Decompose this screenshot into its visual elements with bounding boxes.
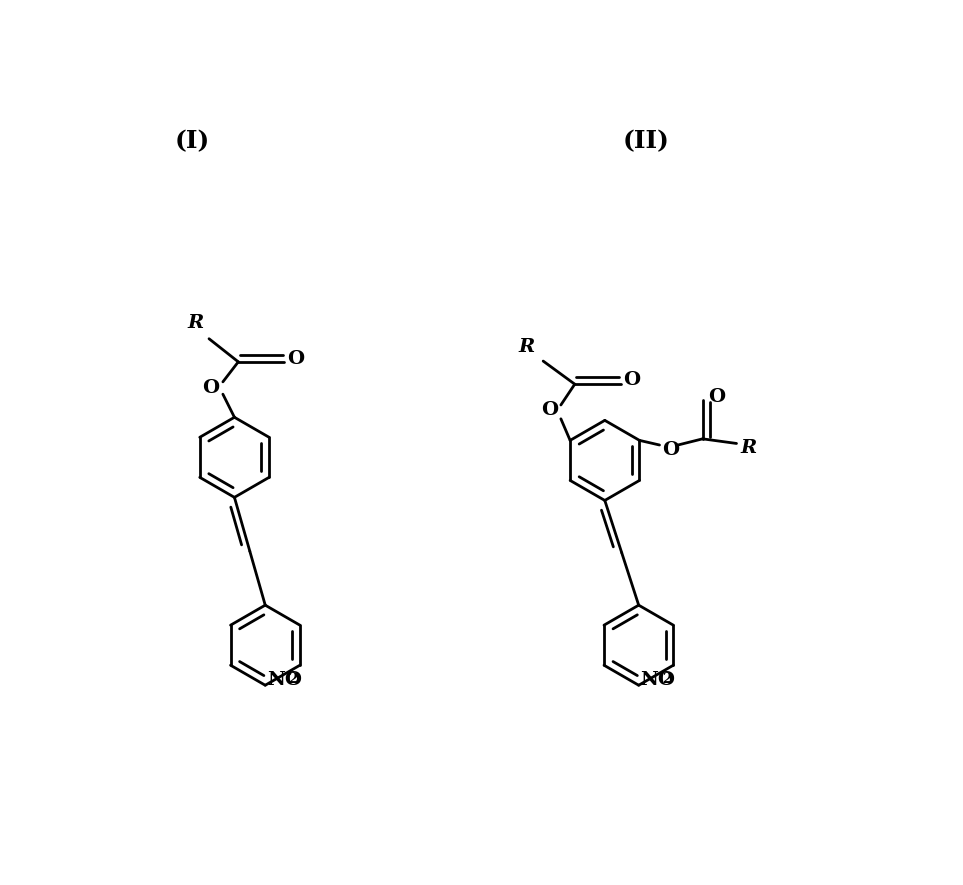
Text: O: O (202, 379, 220, 397)
Text: (II): (II) (623, 129, 670, 153)
Text: O: O (662, 441, 679, 458)
Text: O: O (287, 350, 303, 368)
Text: R: R (188, 314, 204, 333)
Text: R: R (741, 439, 757, 457)
Text: 2: 2 (288, 672, 298, 686)
Text: 2: 2 (662, 672, 671, 686)
Text: NO: NO (267, 671, 301, 689)
Text: R: R (518, 338, 534, 356)
Text: O: O (541, 401, 559, 419)
Text: O: O (623, 371, 640, 389)
Text: NO: NO (640, 671, 675, 689)
Text: (I): (I) (174, 129, 210, 153)
Text: O: O (708, 389, 725, 406)
